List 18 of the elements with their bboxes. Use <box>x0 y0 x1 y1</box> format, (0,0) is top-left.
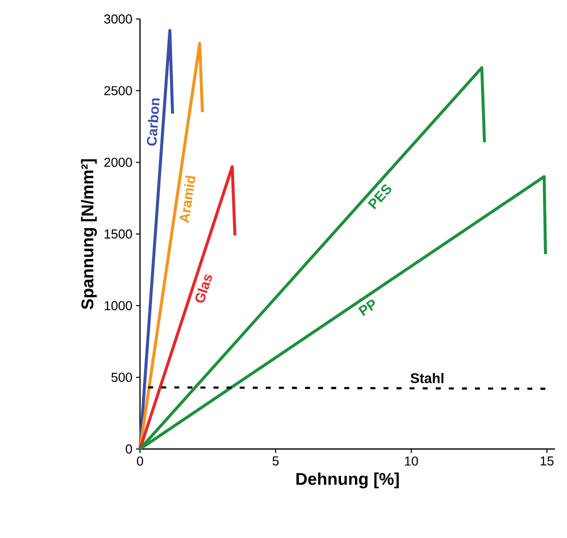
x-tick-label: 10 <box>405 456 418 466</box>
text: Aramid <box>180 175 196 224</box>
text: Carbon <box>146 98 160 146</box>
y-tick-label: 1000 <box>104 301 132 310</box>
y-tick-label: 500 <box>111 372 132 382</box>
x-tick-label: 0 <box>136 456 144 466</box>
x-tick-label: 5 <box>272 456 279 466</box>
text: Glas <box>195 274 212 303</box>
y-tick-label: 2500 <box>104 86 132 96</box>
text: PP <box>358 300 375 316</box>
y-axis-title: Spannung [N/mm²] <box>80 159 97 310</box>
y-tick-label: 0 <box>126 444 132 454</box>
y-tick-label: 2000 <box>104 158 132 167</box>
y-tick-label: 3000 <box>104 14 132 24</box>
series-label: Stahl <box>410 372 444 384</box>
x-tick-label: 15 <box>540 456 554 466</box>
y-tick-label: 1500 <box>104 229 132 239</box>
x-axis-title: Dehnung [%] <box>296 472 399 488</box>
